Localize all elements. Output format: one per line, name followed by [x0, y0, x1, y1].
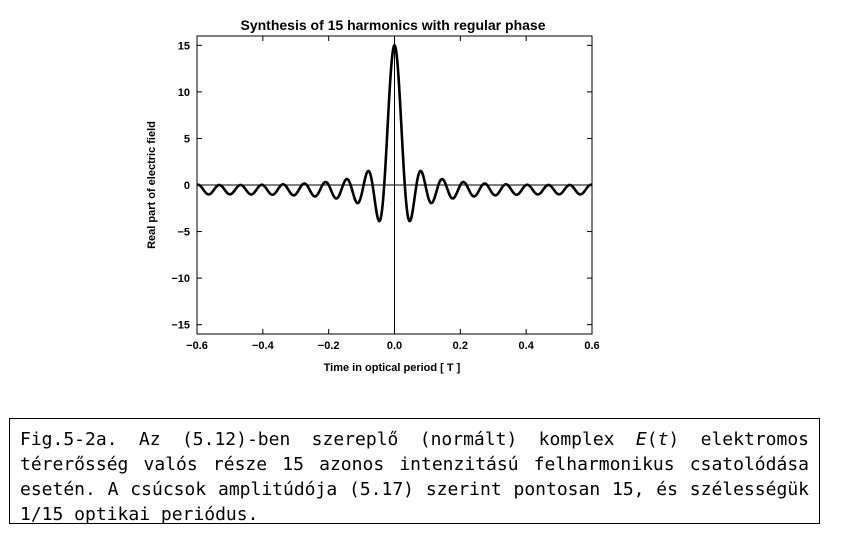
x-tick-label: 0.4: [519, 340, 535, 352]
y-tick-label: −15: [171, 320, 190, 332]
caption-open-paren: (: [646, 429, 658, 450]
caption-e-symbol: E: [635, 429, 647, 450]
y-tick-label: 5: [184, 133, 190, 145]
x-tick-label: −0.4: [252, 340, 275, 352]
y-tick-label: −10: [171, 273, 190, 285]
y-tick-label: 0: [184, 180, 190, 192]
chart: Synthesis of 15 harmonics with regular p…: [146, 17, 600, 374]
caption-suffix: ) elektromos térerősség valós része 15 a…: [20, 429, 809, 525]
caption-t-symbol: t: [657, 429, 669, 450]
y-tick-label: −5: [177, 227, 190, 239]
caption-prefix: Fig.5-2a. Az (5.12)-ben szereplő (normál…: [20, 429, 636, 450]
x-axis-label: Time in optical period [ T ]: [324, 362, 461, 374]
y-axis-label: Real part of electric field: [146, 121, 158, 249]
x-tick-label: −0.6: [186, 340, 208, 352]
y-tick-label: 10: [178, 87, 190, 99]
x-tick-label: 0.2: [453, 340, 468, 352]
y-tick-label: 15: [178, 40, 190, 52]
figure-caption: Fig.5-2a. Az (5.12)-ben szereplő (normál…: [9, 418, 820, 525]
x-tick-label: 0.0: [387, 340, 402, 352]
x-tick-label: 0.6: [584, 340, 599, 352]
x-tick-label: −0.2: [318, 340, 340, 352]
series-line: [195, 44, 594, 223]
chart-title: Synthesis of 15 harmonics with regular p…: [241, 17, 546, 33]
